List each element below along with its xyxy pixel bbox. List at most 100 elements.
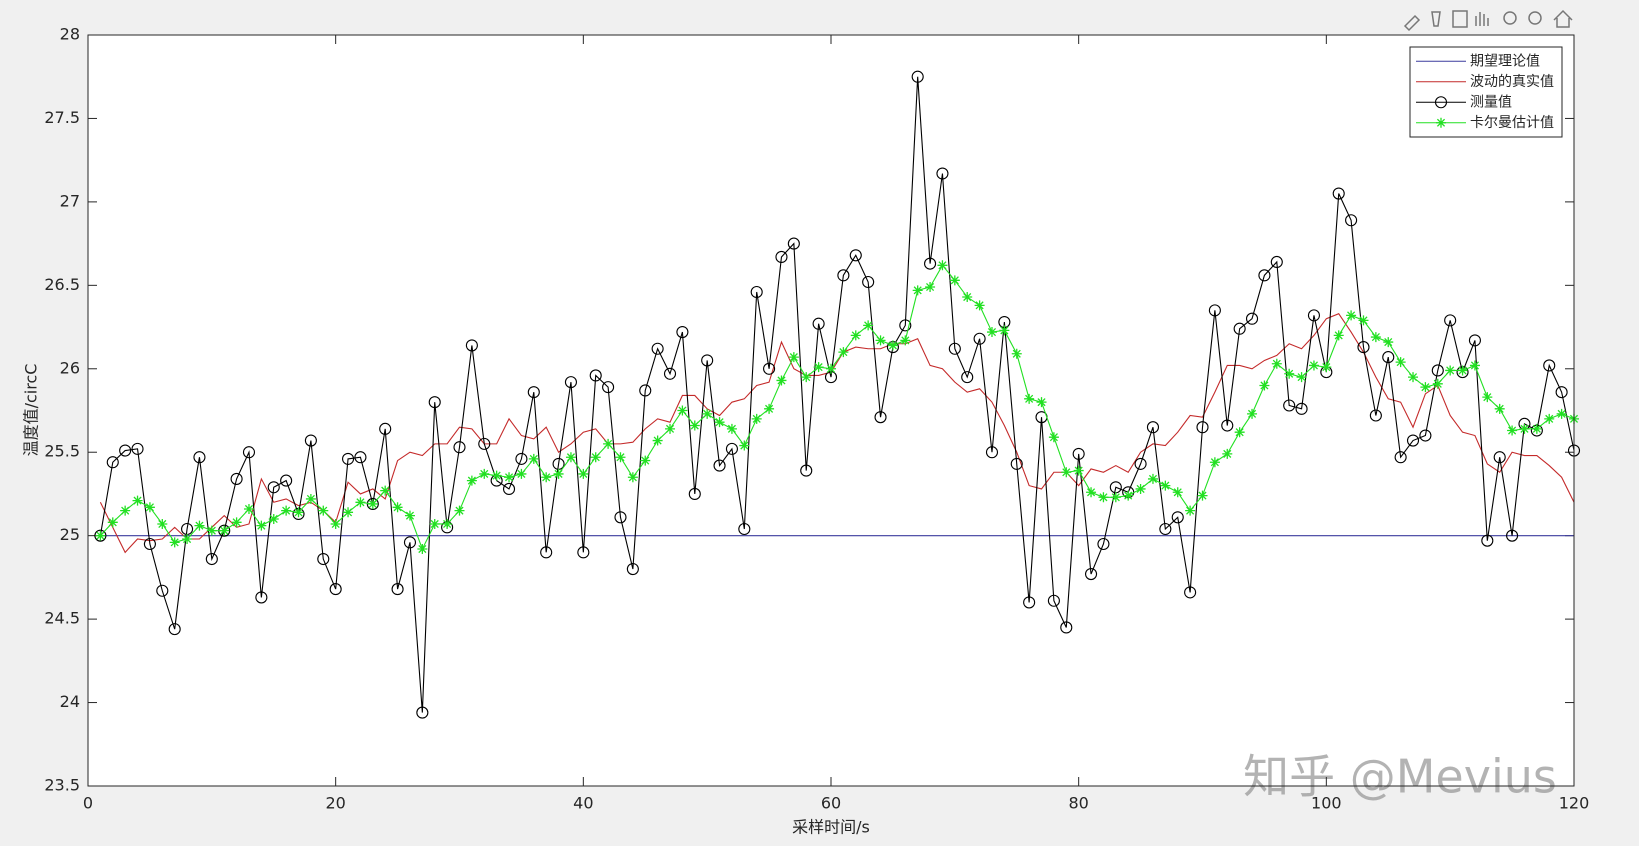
- x-tick-label: 80: [1068, 794, 1088, 813]
- marker: [1358, 315, 1369, 326]
- marker: [380, 485, 391, 496]
- marker: [553, 468, 564, 479]
- marker: [242, 446, 256, 459]
- marker: [1011, 348, 1022, 359]
- marker: [1369, 409, 1382, 422]
- marker: [541, 472, 552, 483]
- y-tick-label: 26: [60, 358, 80, 377]
- marker: [1321, 362, 1332, 373]
- marker: [1469, 360, 1480, 371]
- marker: [1556, 408, 1567, 419]
- marker: [1234, 427, 1245, 438]
- marker: [293, 507, 304, 518]
- toolbar-icon[interactable]: [1528, 11, 1542, 25]
- marker: [243, 503, 254, 514]
- marker: [1097, 537, 1110, 551]
- marker: [826, 363, 836, 374]
- marker: [429, 518, 440, 529]
- marker: [1259, 380, 1270, 391]
- marker: [144, 502, 155, 513]
- marker: [1346, 310, 1357, 321]
- marker: [739, 440, 750, 451]
- legend-marker: [1436, 117, 1446, 128]
- marker: [1507, 425, 1518, 436]
- marker: [801, 372, 812, 383]
- marker: [479, 468, 490, 479]
- marker: [95, 530, 106, 541]
- marker: [1085, 568, 1098, 581]
- marker: [665, 423, 676, 434]
- y-axis-label: 温度值/circC: [22, 364, 41, 457]
- marker: [726, 423, 737, 434]
- marker: [738, 522, 751, 536]
- marker: [578, 468, 589, 479]
- marker: [1048, 432, 1059, 443]
- marker: [1408, 372, 1419, 383]
- marker: [751, 413, 762, 424]
- marker: [527, 386, 540, 399]
- marker: [1221, 419, 1234, 432]
- marker: [1222, 448, 1233, 459]
- marker: [417, 544, 428, 555]
- marker: [403, 536, 417, 549]
- legend-label: 波动的真实值: [1470, 74, 1554, 90]
- axes-box: [87, 34, 1575, 787]
- marker: [1431, 364, 1444, 377]
- y-tick-label: 23.5: [44, 776, 80, 795]
- legend-label: 测量值: [1470, 94, 1512, 110]
- marker: [776, 375, 787, 386]
- marker: [651, 342, 664, 355]
- marker: [1308, 360, 1319, 371]
- toolbar-icon[interactable]: [1553, 9, 1573, 28]
- marker: [775, 250, 788, 264]
- x-tick-label: 100: [1311, 794, 1342, 813]
- marker: [589, 369, 602, 382]
- marker: [157, 518, 168, 529]
- x-tick-label: 20: [325, 794, 345, 813]
- marker: [256, 520, 267, 531]
- marker: [193, 451, 206, 464]
- marker: [502, 482, 516, 495]
- marker: [1171, 511, 1184, 524]
- marker: [985, 446, 999, 459]
- marker: [900, 335, 911, 346]
- marker: [677, 405, 688, 416]
- marker: [1307, 309, 1320, 322]
- marker: [1468, 334, 1481, 347]
- marker: [107, 517, 118, 528]
- marker: [800, 464, 813, 477]
- marker: [428, 396, 441, 409]
- marker: [205, 552, 218, 566]
- marker: [169, 537, 180, 548]
- marker: [615, 452, 626, 463]
- marker: [132, 495, 143, 506]
- marker: [1098, 492, 1109, 503]
- marker: [640, 455, 651, 466]
- marker: [899, 319, 912, 332]
- marker: [392, 502, 403, 513]
- marker: [516, 468, 527, 479]
- toolbar-icon[interactable]: [1431, 11, 1441, 27]
- marker: [663, 367, 677, 380]
- marker: [329, 583, 342, 596]
- marker: [986, 327, 997, 338]
- marker: [366, 497, 379, 511]
- toolbar-icon[interactable]: [1503, 11, 1517, 25]
- marker: [1394, 451, 1407, 464]
- toolbar-icon[interactable]: [1452, 10, 1468, 28]
- marker: [1024, 393, 1035, 404]
- marker: [912, 285, 923, 296]
- marker: [973, 332, 986, 345]
- marker: [1135, 483, 1146, 494]
- marker: [1258, 269, 1271, 282]
- marker: [602, 381, 615, 394]
- marker: [194, 520, 205, 531]
- marker: [304, 434, 317, 447]
- marker: [925, 282, 936, 293]
- toolbar-icon[interactable]: [1403, 14, 1421, 32]
- toolbar-icon[interactable]: [1475, 12, 1489, 26]
- y-tick-label: 24: [60, 692, 80, 711]
- marker: [404, 510, 415, 521]
- marker: [120, 505, 131, 516]
- marker: [1245, 312, 1259, 325]
